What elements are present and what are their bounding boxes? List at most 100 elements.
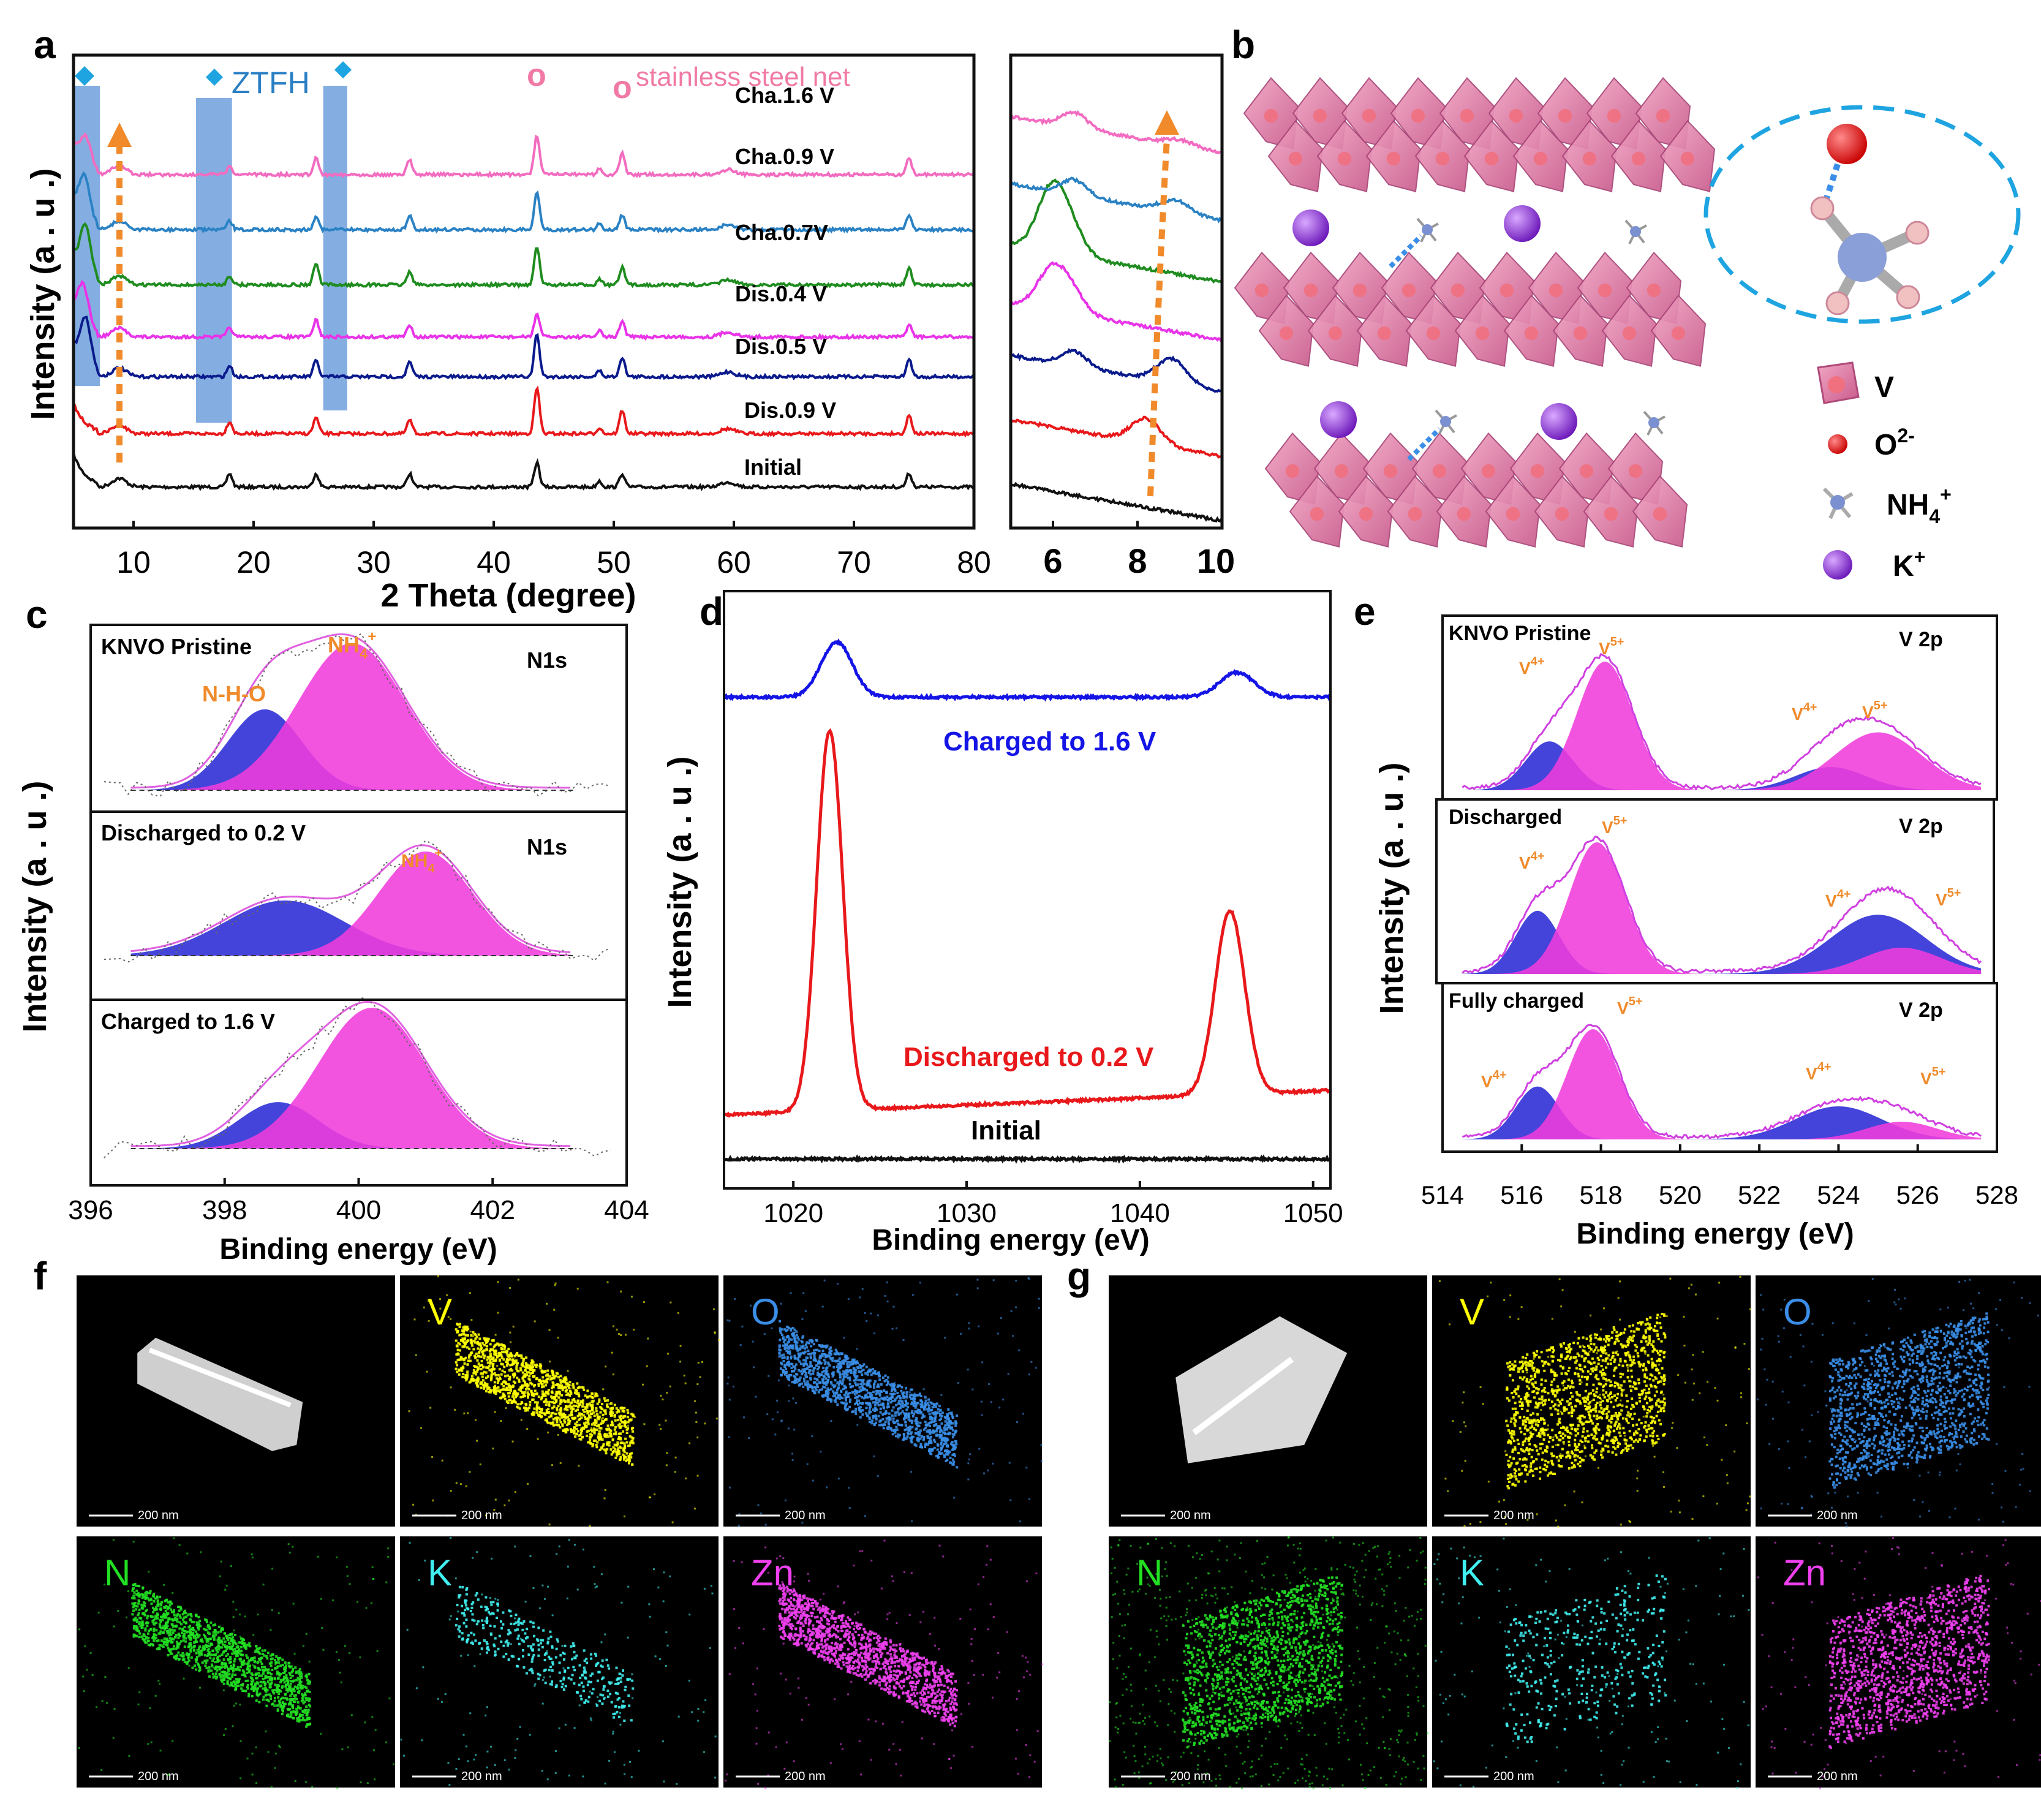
series-labels-a: Initial Dis.0.9 V Dis.0.5 V Dis.0.4 V Cha.0.…: [735, 83, 836, 480]
v2p-peak-1-2: [1462, 915, 1982, 974]
n1s-peak-0-1: [130, 643, 573, 790]
v2p-raw-2: [1462, 1024, 1982, 1140]
eds-map-maps-f-1: V 200 nm: [400, 1275, 720, 1527]
y-axis-label-c: Intensity (a . u .): [17, 780, 53, 1032]
c1-nho-label: N-H-O: [202, 681, 266, 706]
x-tick-c-396: 396: [68, 1195, 113, 1225]
panel-letters: a b c d e f g: [26, 23, 1376, 1298]
ztfh-bands: [74, 86, 347, 423]
c2-element: N1s: [527, 834, 567, 859]
eds-label-n: N: [104, 1552, 130, 1593]
ztfh-band-3: [323, 86, 347, 410]
panel-e-v2p: 514 516 518 520 522 524 526 528 Binding energy …: [1373, 614, 2018, 1250]
n1s-peak-2-0: [130, 1102, 573, 1149]
structure-legend: V O2- NH4+ K+: [1817, 361, 1952, 583]
k-ion-0: [1292, 210, 1329, 246]
nh4-ion-2: [1435, 409, 1457, 434]
eds-map-maps-g-1: V 200 nm: [1432, 1275, 1751, 1528]
scale-bar-label: 200 nm: [1170, 1509, 1211, 1522]
e1-title: KNVO Pristine: [1449, 622, 1591, 645]
x-tick-e-516: 516: [1500, 1180, 1543, 1209]
x-tick-e-526: 526: [1896, 1180, 1939, 1209]
x-tick-c-400: 400: [336, 1195, 381, 1225]
plot-frame-a-main: [72, 53, 976, 530]
e3-title: Fully charged: [1449, 989, 1584, 1013]
k-ion-2: [1320, 401, 1357, 438]
n1s-peak-2-1: [130, 1008, 573, 1149]
legend-o: O2-: [1828, 425, 1915, 461]
x-tick-e-514: 514: [1421, 1180, 1464, 1209]
eds-map-maps-g-4: K 200 nm: [1432, 1536, 1751, 1789]
n1s-envelope-2: [130, 1000, 571, 1147]
c1-title: KNVO Pristine: [101, 634, 252, 659]
panel-letter-c: c: [26, 592, 48, 636]
v2p-raw-0: [1462, 652, 1982, 791]
xrd-zoom-trace-3: [1010, 261, 1223, 342]
c1-element: N1s: [527, 648, 567, 673]
n1s-raw-0: [104, 633, 611, 798]
e2-title: Discharged: [1449, 806, 1562, 829]
y-axis-label-d: Intensity (a . u .): [662, 756, 698, 1008]
scale-bar-label: 200 nm: [138, 1770, 179, 1783]
zn2p-traces: [723, 638, 1332, 1164]
x-axis-ticks-a-zoom: 6 8 10: [1043, 521, 1235, 580]
v2p-peak-1-0: [1462, 910, 1982, 974]
v2p-raw-1: [1462, 836, 1982, 974]
valence-label-7: V5+: [1936, 886, 1961, 909]
ztfh-marker-1: [75, 66, 94, 86]
x-tick-a-30: 30: [357, 545, 391, 580]
nh4-ion-0: [1416, 217, 1439, 243]
eds-map-maps-f-3: N 200 nm: [77, 1536, 395, 1789]
xrd-trace-6: [72, 132, 975, 179]
shift-arrows: [107, 110, 1179, 497]
valence-label-0: V4+: [1519, 655, 1545, 678]
xrd-trace-2: [72, 315, 975, 381]
svg-text:V: V: [1874, 371, 1894, 404]
eds-label-o: O: [1783, 1291, 1812, 1332]
eds-map-maps-g-2: O 200 nm: [1756, 1275, 2041, 1528]
x-tick-a-60: 60: [717, 545, 751, 580]
panel-letter-e: e: [1354, 589, 1376, 633]
x-tick-c-402: 402: [470, 1195, 515, 1225]
v2p-peak-1-1: [1462, 842, 1982, 974]
panel-letter-d: d: [700, 589, 723, 633]
zoom-ammonium: [1810, 196, 1930, 315]
x-tick-a-zoom-10: 10: [1197, 542, 1235, 580]
scale-bar-label: 200 nm: [1493, 1770, 1534, 1783]
xrd-trace-3: [73, 279, 975, 341]
x-tick-a-40: 40: [477, 545, 511, 580]
v2p-peak-0-1: [1462, 662, 1982, 790]
panel-letter-a: a: [34, 23, 56, 67]
panel-b-structure: V O2- NH4+ K+: [1234, 77, 2021, 583]
xrd-zoom-trace-6: [1010, 110, 1222, 154]
eds-map-maps-g-5: Zn 200 nm: [1756, 1536, 2041, 1789]
steel-ring-2: o: [613, 70, 632, 105]
series-label-0: Initial: [744, 455, 802, 480]
shift-arrowhead-main: [107, 123, 132, 147]
eds-label-v: V: [428, 1291, 452, 1332]
x-tick-a-10: 10: [116, 545, 151, 580]
steel-ring-1: o: [527, 58, 546, 93]
valence-label-6: V4+: [1825, 888, 1851, 910]
x-axis-label-a: 2 Theta (degree): [380, 577, 636, 614]
eds-map-maps-f-0: 200 nm: [77, 1275, 395, 1527]
e1-element: V 2p: [1899, 628, 1943, 651]
eds-label-v: V: [1460, 1291, 1484, 1332]
scale-bar-label: 200 nm: [1817, 1509, 1858, 1522]
v2p-peak-2-3: [1462, 1122, 1982, 1139]
zn2p-trace-0: [723, 638, 1332, 702]
x-tick-c-398: 398: [202, 1195, 247, 1225]
y-axis-label-e: Intensity (a . u .): [1373, 762, 1410, 1014]
eds-map-maps-f-5: Zn 200 nm: [723, 1536, 1044, 1789]
svg-text:K+: K+: [1893, 546, 1925, 583]
ztfh-marker-3: [334, 61, 352, 78]
n1s-peak-1-1: [130, 851, 573, 956]
zn2p-trace-1: [723, 728, 1330, 1118]
valence-label-1: V5+: [1599, 635, 1624, 658]
eds-label-zn: Zn: [751, 1552, 794, 1593]
v2p-peak-2-1: [1462, 1029, 1982, 1139]
x-tick-d-1050: 1050: [1283, 1198, 1343, 1228]
n1s-peak-0-0: [130, 709, 573, 790]
plot-frame-d: [723, 590, 1332, 1190]
x-axis-ticks-c: 396 398 400 402 404: [68, 1178, 649, 1225]
